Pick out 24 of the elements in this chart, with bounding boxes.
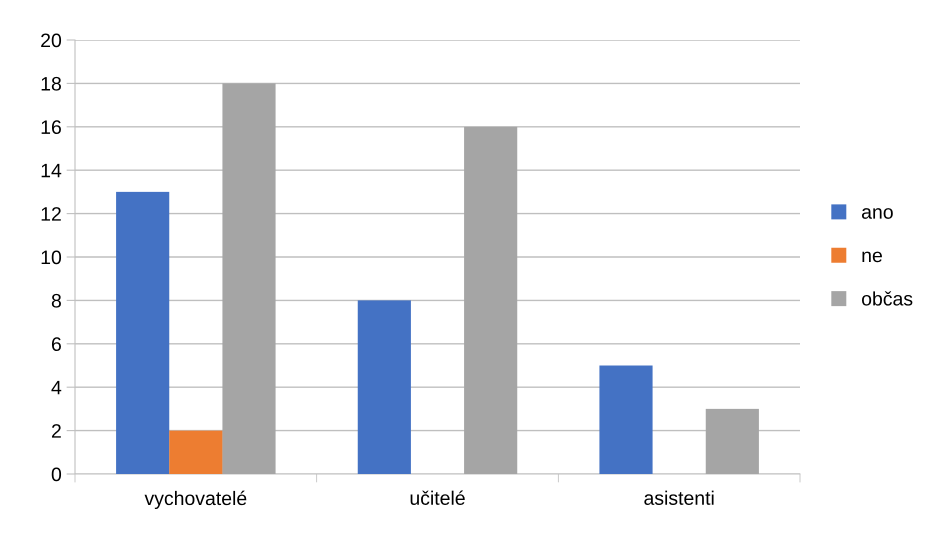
bar — [169, 430, 222, 474]
y-tick-label: 6 — [52, 337, 61, 352]
bar — [358, 300, 411, 474]
legend-label: ne — [862, 252, 882, 262]
y-tick-label: 12 — [42, 207, 61, 221]
bar — [464, 126, 518, 474]
bar — [222, 83, 276, 474]
y-tick-label: 8 — [52, 294, 61, 308]
legend-label: ano — [862, 208, 893, 219]
bar — [116, 192, 170, 474]
y-tick-label: 18 — [42, 76, 61, 91]
x-tick-label: vychovatelé — [144, 490, 246, 510]
x-tick-label: učitelé — [410, 490, 465, 505]
bar — [599, 366, 653, 474]
y-tick-label: 4 — [51, 380, 62, 394]
bar — [706, 408, 759, 474]
x-tick-label: asistenti — [644, 490, 714, 505]
y-tick-label: 2 — [52, 424, 61, 438]
y-tick-label: 10 — [42, 250, 62, 264]
y-tick-label: 16 — [42, 120, 61, 134]
legend-label: občas — [862, 291, 912, 306]
y-tick-label: 14 — [42, 164, 62, 178]
y-tick-label: 20 — [41, 33, 62, 48]
y-tick-label: 0 — [52, 467, 62, 482]
